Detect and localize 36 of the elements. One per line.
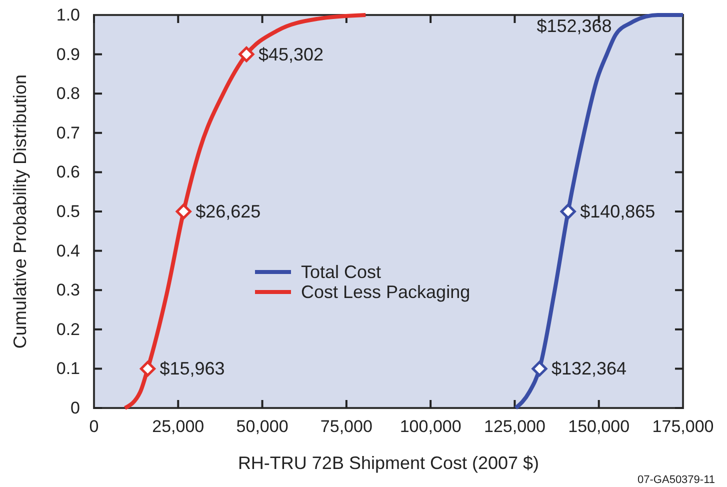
x-tick-label: 175,000 [652,417,714,436]
y-tick-label: 0.2 [56,320,80,339]
annotation: $26,625 [196,202,261,222]
y-tick-label: 0 [70,398,80,418]
y-axis-title: Cumulative Probability Distribution [10,74,30,349]
x-tick-label: 75,000 [320,417,372,436]
y-tick-label: 0.6 [56,162,80,182]
y-tick-label: 1.0 [56,5,80,24]
x-tick-label: 150,000 [568,417,630,436]
x-tick-label: 25,000 [152,417,204,436]
annotation: $132,364 [552,358,627,379]
annotation: $152,368 [536,16,612,36]
y-tick-label: 0.3 [56,280,80,300]
text: 07-GA50379-11 [638,474,715,486]
legend-label: Total Cost [301,262,382,282]
x-tick-label: 50,000 [236,417,288,436]
point [532,360,548,377]
annotation: $45,302 [258,44,324,64]
x-tick-label: 125,000 [484,417,546,436]
y-tick-label: 0.5 [56,202,80,221]
y-tick-label: 0.9 [56,44,80,64]
y-tick-label: 0.1 [56,359,80,378]
point [560,204,576,220]
point [140,360,156,377]
x-tick-label: 100,000 [400,417,462,436]
point [176,204,192,220]
y-tick-label: 0.8 [56,84,80,104]
annotation: $140,865 [580,202,656,222]
x-tick-label: 0 [89,417,99,436]
annotation: $15,963 [160,358,225,379]
legend-label: Cost Less Packaging [301,282,470,302]
y-tick-label: 0.7 [56,123,80,142]
y-tick-label: 0.4 [56,241,80,260]
line-series [514,13,685,410]
point [238,46,254,62]
x-axis-title: RH-TRU 72B Shipment Cost (2007 $) [238,453,540,473]
